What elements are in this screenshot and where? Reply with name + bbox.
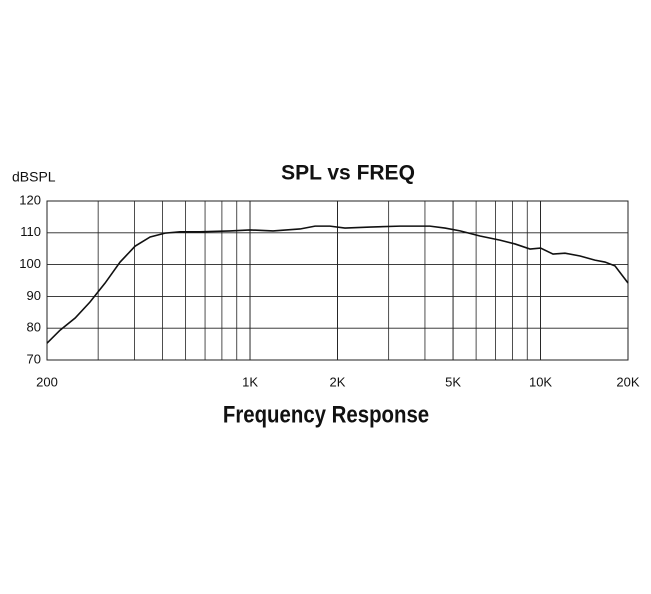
y-tick-label: 120 (19, 192, 41, 207)
x-tick-label: 20K (616, 374, 639, 389)
y-tick-label: 110 (20, 224, 41, 239)
x-tick-label: 200 (36, 374, 58, 389)
y-tick-label: 90 (27, 288, 41, 303)
x-tick-label: 10K (529, 374, 552, 389)
chart-title: SPL vs FREQ (281, 162, 415, 185)
y-tick-label: 70 (27, 351, 41, 366)
y-tick-label: 80 (27, 320, 41, 335)
x-tick-label: 5K (445, 374, 461, 389)
x-tick-label: 1K (242, 374, 258, 389)
x-tick-label: 2K (330, 374, 346, 389)
y-axis-label: dBSPL (12, 169, 56, 185)
plot-frame (46, 200, 629, 361)
response-line (46, 225, 629, 344)
y-tick-label: 100 (19, 256, 41, 271)
caption: Frequency Response (223, 401, 429, 428)
